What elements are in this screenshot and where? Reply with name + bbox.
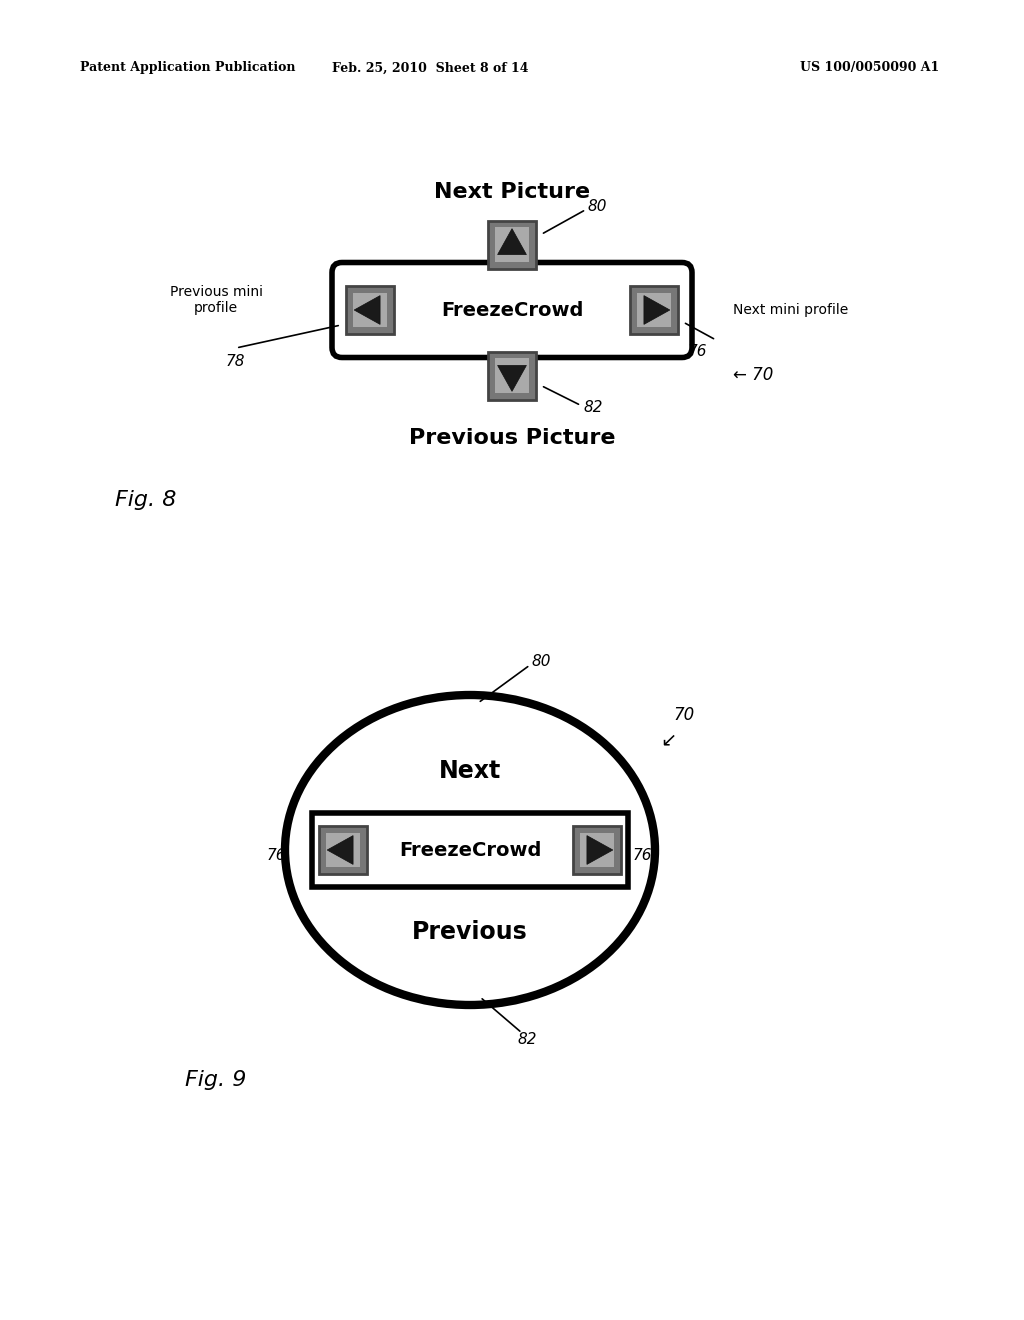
Polygon shape: [644, 296, 670, 325]
Text: Feb. 25, 2010  Sheet 8 of 14: Feb. 25, 2010 Sheet 8 of 14: [332, 62, 528, 74]
Text: Next Picture: Next Picture: [434, 182, 590, 202]
Bar: [630, 286, 678, 334]
Bar: [319, 826, 367, 874]
Bar: [573, 826, 621, 874]
Text: Next mini profile: Next mini profile: [733, 304, 848, 317]
Bar: [580, 833, 614, 867]
Bar: [637, 293, 672, 327]
Bar: [326, 833, 360, 867]
Text: Previous: Previous: [412, 920, 528, 944]
Ellipse shape: [285, 696, 655, 1005]
Text: 80: 80: [532, 655, 552, 669]
Polygon shape: [587, 836, 612, 865]
Polygon shape: [498, 228, 526, 255]
Bar: [488, 220, 536, 268]
Text: Fig. 9: Fig. 9: [185, 1071, 247, 1090]
Polygon shape: [327, 836, 353, 865]
Bar: [488, 351, 536, 400]
Text: ← 70: ← 70: [733, 366, 773, 384]
Text: 78: 78: [226, 355, 246, 370]
Text: 76: 76: [633, 847, 652, 862]
Bar: [495, 358, 529, 393]
Text: 80: 80: [588, 199, 607, 214]
Text: Patent Application Publication: Patent Application Publication: [80, 62, 296, 74]
FancyBboxPatch shape: [332, 263, 692, 358]
Text: US 100/0050090 A1: US 100/0050090 A1: [801, 62, 940, 74]
FancyBboxPatch shape: [312, 813, 628, 887]
Text: FreezeCrowd: FreezeCrowd: [440, 301, 584, 319]
Bar: [495, 227, 529, 261]
Bar: [352, 293, 387, 327]
Text: Next: Next: [439, 759, 501, 783]
Text: Fig. 8: Fig. 8: [115, 490, 176, 510]
Text: 82: 82: [518, 1032, 538, 1048]
Bar: [346, 286, 394, 334]
Text: 76: 76: [688, 345, 708, 359]
Text: Previous Picture: Previous Picture: [409, 428, 615, 447]
Text: Previous mini
profile: Previous mini profile: [170, 285, 262, 315]
Text: 76: 76: [267, 847, 287, 862]
Text: 82: 82: [583, 400, 602, 414]
Text: 70: 70: [673, 706, 694, 723]
Polygon shape: [498, 366, 526, 391]
Text: ↙: ↙: [660, 730, 677, 750]
Polygon shape: [354, 296, 380, 325]
Text: FreezeCrowd: FreezeCrowd: [398, 841, 542, 859]
